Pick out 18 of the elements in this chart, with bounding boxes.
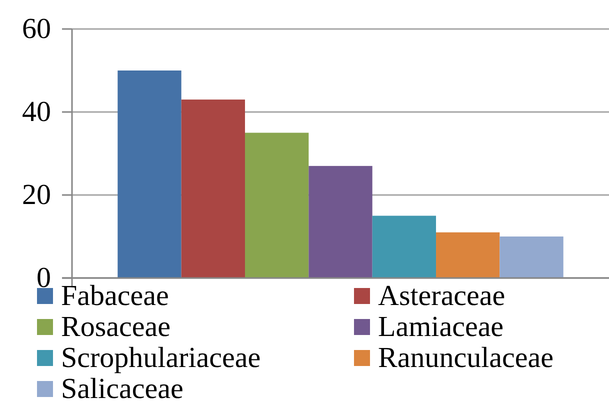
bar <box>244 132 309 278</box>
y-tick-label: 0 <box>36 262 51 294</box>
y-tick-label: 60 <box>22 13 51 45</box>
legend-label: Ranunculaceae <box>378 342 554 374</box>
y-tick-label: 40 <box>22 96 51 128</box>
legend-label: Salicaceae <box>61 373 184 405</box>
bar <box>500 236 564 278</box>
legend-label: Lamiaceae <box>378 311 504 343</box>
legend-label: Fabaceae <box>61 280 169 312</box>
legend-label: Rosaceae <box>61 311 170 343</box>
legend-label: Asteraceae <box>378 280 506 312</box>
bar <box>118 70 182 278</box>
bar <box>181 100 245 278</box>
y-tick-label: 20 <box>22 179 51 211</box>
legend-label: Scrophulariaceae <box>61 342 261 374</box>
bar <box>308 166 372 278</box>
bar <box>372 216 436 278</box>
bar <box>436 232 500 278</box>
